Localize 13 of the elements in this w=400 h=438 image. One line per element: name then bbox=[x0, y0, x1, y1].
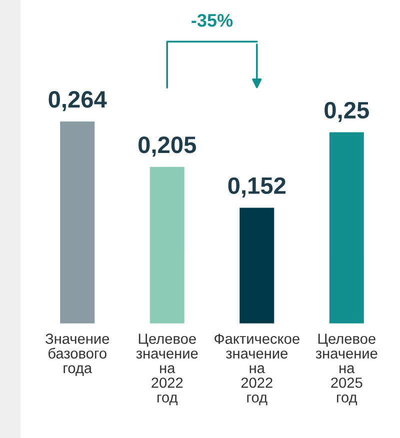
x-tick-label: Целевое значение на 2022 год bbox=[136, 334, 198, 406]
data-label: 0,25 bbox=[324, 102, 369, 122]
x-tick-label: Целевое значение на 2025 год bbox=[316, 334, 378, 406]
data-label: 0,205 bbox=[138, 136, 196, 157]
x-tick-label: Фактическое значение на 2022 год bbox=[214, 334, 300, 406]
x-tick-label: Значение базового года bbox=[46, 334, 110, 376]
bar bbox=[58, 120, 96, 324]
data-label: 0,152 bbox=[228, 177, 286, 198]
bar bbox=[328, 130, 366, 324]
bar bbox=[238, 206, 276, 324]
text: -35% bbox=[192, 14, 233, 27]
data-label: 0,264 bbox=[48, 91, 107, 112]
bar bbox=[148, 166, 186, 324]
